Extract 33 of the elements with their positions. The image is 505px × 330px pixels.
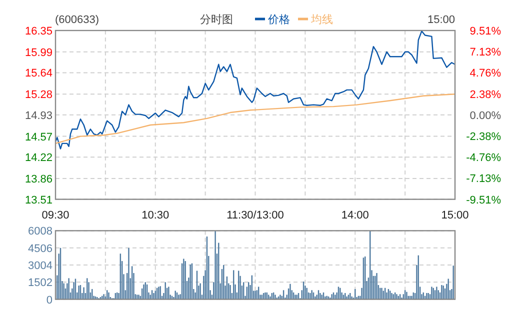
y-tick-label: 15.99 <box>24 46 52 59</box>
y2-tick-label: 4.76% <box>470 68 502 80</box>
y2-tick-label: -4.76% <box>466 152 502 164</box>
y2-tick-label: 2.38% <box>470 88 502 101</box>
y-tick-label: 13.51 <box>24 194 52 206</box>
x-tick-label: 09:30 <box>42 209 70 222</box>
x-tick-label: 10:30 <box>142 209 170 222</box>
y2-tick-label: -2.38% <box>466 131 502 144</box>
y-tick-label: 15.64 <box>24 68 52 80</box>
chart-subtitle: 分时图 <box>200 13 233 26</box>
y-tick-label: 16.35 <box>24 26 52 38</box>
legend-label: 均线 <box>310 13 333 26</box>
chart-title: (600633) <box>55 14 100 26</box>
y2-tick-label: -7.13% <box>466 173 502 186</box>
y2-tick-label: 0.00% <box>470 110 502 122</box>
y-tick-label: 1502 <box>28 277 52 290</box>
x-tick-label: 14:00 <box>341 209 369 222</box>
y-tick-label: 3004 <box>28 260 52 272</box>
y-tick-label: 13.86 <box>24 173 52 186</box>
text: 15:00 <box>427 14 455 26</box>
y2-tick-label: -9.51% <box>466 194 502 206</box>
y-tick-label: 0 <box>46 294 52 306</box>
x-tick-label: 11:30/13:00 <box>226 209 284 222</box>
y-tick-label: 14.57 <box>24 131 52 144</box>
y2-tick-label: 7.13% <box>470 46 502 59</box>
y-tick-label: 14.22 <box>24 152 52 164</box>
y-tick-label: 6008 <box>28 226 52 238</box>
y2-tick-label: 9.51% <box>470 26 502 38</box>
legend-label: 价格 <box>267 14 290 26</box>
y-tick-label: 15.28 <box>24 89 52 102</box>
x-tick-label: 15:00 <box>441 209 469 222</box>
y-tick-label: 14.93 <box>24 110 52 122</box>
y-tick-label: 4506 <box>28 242 52 255</box>
